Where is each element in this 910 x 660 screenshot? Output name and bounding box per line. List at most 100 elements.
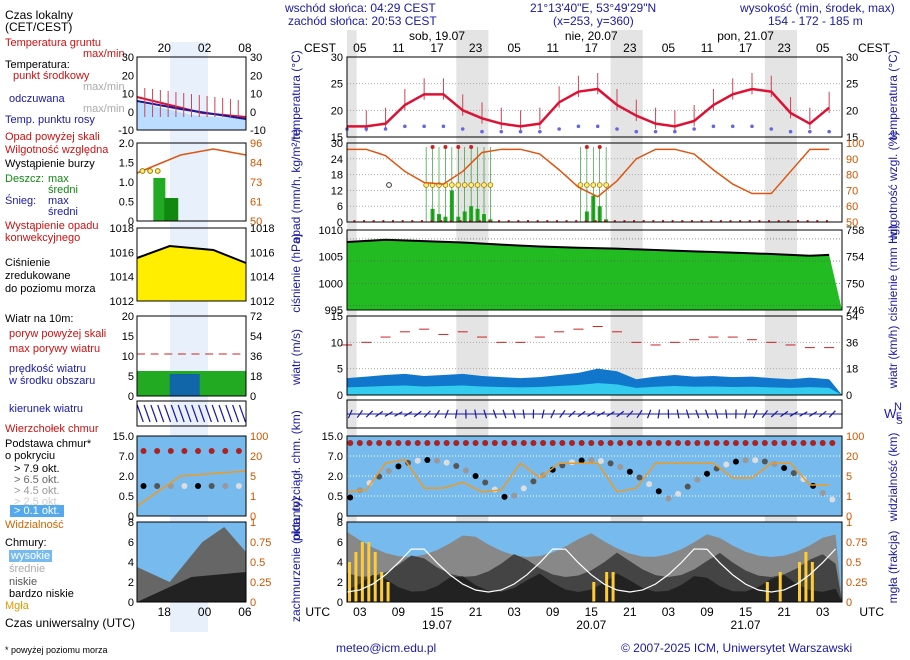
legend-tick-wind-l: 0 <box>128 391 134 403</box>
bottom-hour-label: 03 <box>662 605 676 619</box>
cloud-top-dot <box>723 440 730 446</box>
conv-precip-tick <box>633 220 636 222</box>
legend-tick-cover-l: 2 <box>128 577 134 589</box>
cloud-base-dot <box>607 460 614 467</box>
tick-cover-l: 0 <box>337 597 343 609</box>
legend-tick-wind-r: 54 <box>250 331 262 343</box>
legend-wind-arrow <box>136 404 144 423</box>
legend-wind-speed2: w środku obszaru <box>9 375 96 387</box>
conv-precip-tick <box>710 220 713 222</box>
legend-wind-arrow <box>163 404 172 423</box>
legend-tick-temp-r: 10 <box>250 89 262 101</box>
legend-mid-point: punkt środkowy <box>13 70 90 82</box>
tick-temp-r: 25 <box>846 79 858 91</box>
conv-precip-tick <box>681 220 684 222</box>
conv-precip-tick <box>401 220 404 222</box>
legend-tick-wind-r: 18 <box>250 371 262 383</box>
tick-cover-r: 0.5 <box>846 557 861 569</box>
tick-cloud-r: 0 <box>846 511 852 523</box>
legend-cloud-top-dot <box>208 448 215 454</box>
cloud-base-dot <box>626 468 633 475</box>
legend-tick-press-r: 1014 <box>250 272 274 284</box>
dew-point-dot <box>750 124 754 129</box>
cloud-top-dot <box>414 440 421 446</box>
bottom-hour-label: 09 <box>700 605 714 619</box>
cloud-top-dot <box>491 440 498 446</box>
legend-wind10: Wiatr na 10m: <box>5 313 74 325</box>
tick-precip-l: 24 <box>331 154 343 166</box>
conv-precip-tick <box>825 220 828 222</box>
cloud-very-low-area <box>347 573 842 602</box>
thunder-marker <box>584 182 590 188</box>
legend-max-min: max/min <box>83 81 125 93</box>
conv-precip-tick <box>671 220 674 222</box>
legend-tick-cover-l: 6 <box>128 537 134 549</box>
sunrise-text: wschód słońca: 04:29 CEST <box>285 1 436 15</box>
conv-precip-tick <box>372 220 375 222</box>
cloud-top-dot <box>829 440 836 446</box>
legend-conv-precip2: konwekcyjnego <box>5 232 81 244</box>
legend-cloud-top-dot <box>167 448 174 454</box>
tick-press-l: 1000 <box>319 278 343 290</box>
cloud-base-dot <box>578 457 585 464</box>
footer-email[interactable]: meteo@icm.edu.pl <box>336 641 437 655</box>
cloud-base-dot <box>462 467 469 474</box>
fog-bar <box>380 572 384 602</box>
tick-press-l: 995 <box>325 305 343 317</box>
legend-okt45: > 4.5 okt. <box>14 485 60 497</box>
top-day-label: sob, 19.07 <box>409 29 465 43</box>
dew-point-dot <box>518 129 523 134</box>
conv-precip-tick <box>739 220 742 222</box>
cloud-top-dot <box>790 440 797 446</box>
legend-tick-press-r: 1018 <box>250 223 274 235</box>
cloud-top-dot <box>356 440 363 446</box>
legend-wind-speed: prędkość wiatru <box>9 363 87 375</box>
panel-frame-cloud <box>346 435 843 517</box>
legend-cloud-base: Podstawa chmur* <box>5 438 92 450</box>
legend-visibility-line <box>136 470 247 507</box>
legend-tick-cover-r: 0.25 <box>250 577 271 589</box>
cloud-top-dot <box>549 440 556 446</box>
legend-tick-precip-r: 50 <box>250 216 262 228</box>
top-hour-label: 17 <box>585 41 599 55</box>
cloud-base-dot <box>501 493 508 500</box>
legend-bottom-hour: 00 <box>198 605 212 619</box>
legend-cloud-base-dot <box>208 483 215 489</box>
tick-cover-r: 0.75 <box>846 537 867 549</box>
panel-frame-precip <box>346 142 843 223</box>
time-local-label: Czas lokalny <box>5 8 74 22</box>
cloud-top-dot <box>569 440 575 446</box>
fog-bar <box>386 582 390 602</box>
cloud-base-dot <box>655 488 662 495</box>
top-hour-label: 05 <box>816 41 830 55</box>
tick-wind-l: 0 <box>337 390 343 402</box>
cloud-top-dot <box>694 440 701 446</box>
conv-precip-tick <box>816 220 819 222</box>
legend-cloud-base2: o pokryciu <box>5 450 56 462</box>
compass-w: W <box>884 406 897 421</box>
bottom-tz-label: UTC <box>305 605 330 619</box>
dew-point-dot <box>499 129 504 134</box>
top-hour-label: 11 <box>546 41 559 55</box>
legend-thunder: Wystąpienie burzy <box>5 158 95 170</box>
dew-point-dot <box>576 124 581 129</box>
legend-wind-arrow <box>184 404 192 423</box>
cloud-base-dot <box>732 458 739 465</box>
precip-above-marker <box>597 145 602 149</box>
legend-cloud-top: Wierzchołek chmur <box>5 423 99 435</box>
panel-frame-press <box>346 229 843 311</box>
bottom-tz-label-right: UTC <box>859 605 884 619</box>
tick-press-l: 1005 <box>319 252 343 264</box>
cloud-base-dot <box>520 485 527 492</box>
cloud-top-dot <box>511 440 518 446</box>
legend-tick-cloud-l: 0 <box>128 511 134 523</box>
fog-bar <box>592 582 596 602</box>
legend-wind-arrow <box>232 404 240 423</box>
conv-precip-tick <box>498 220 501 222</box>
conv-precip-tick <box>392 220 394 222</box>
thunder-marker <box>596 182 603 188</box>
fog-bar <box>605 572 609 602</box>
legend-wind-arrow <box>218 404 226 423</box>
cloud-top-dot <box>578 440 585 446</box>
